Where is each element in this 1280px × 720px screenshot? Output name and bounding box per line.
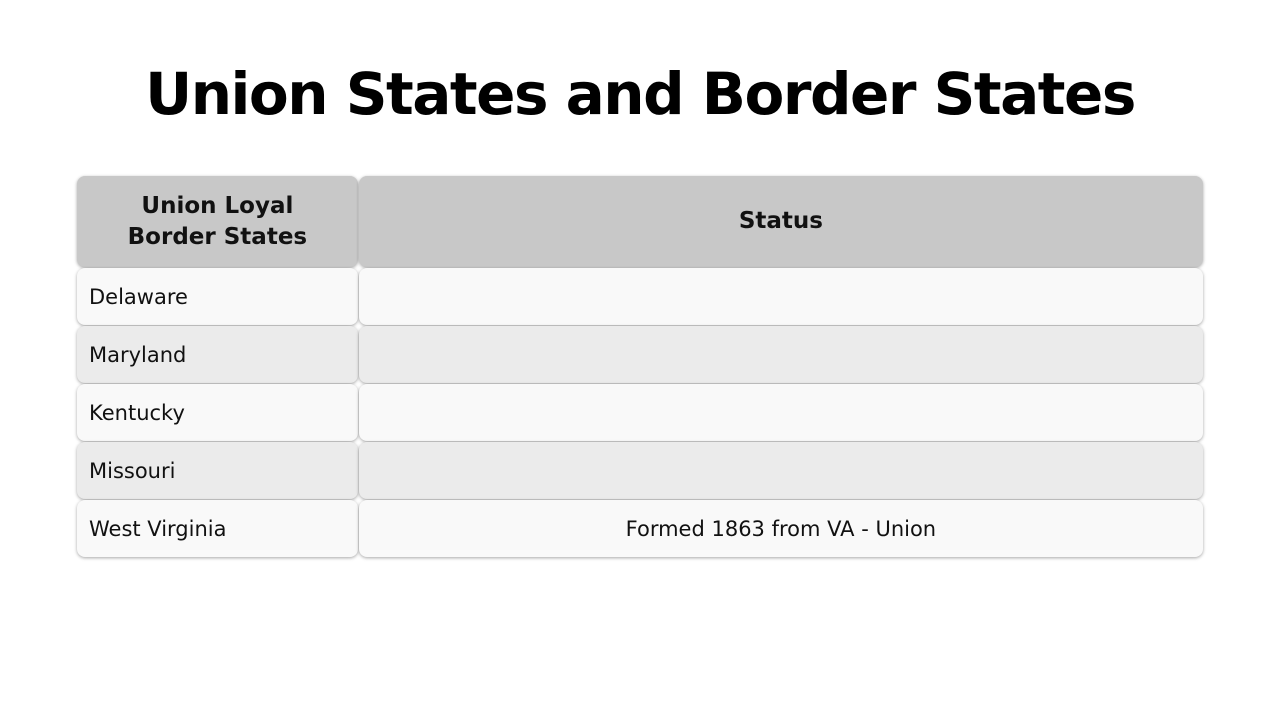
table-cell bbox=[358, 268, 1203, 325]
table: Union Loyal Border States Status Delaware M… bbox=[77, 176, 1204, 558]
table-cell: Maryland bbox=[77, 326, 358, 383]
header-row: Union Loyal Border States Status bbox=[77, 176, 1204, 268]
table-cell: Kentucky bbox=[77, 384, 358, 441]
table-row: West Virginia Formed 1863 from VA - Union bbox=[77, 500, 1204, 558]
table-row: Maryland bbox=[77, 326, 1204, 384]
table-cell bbox=[358, 442, 1203, 499]
header-cell: Union Loyal Border States bbox=[77, 176, 358, 267]
table-cell: Formed 1863 from VA - Union bbox=[358, 500, 1203, 557]
table-cell: Missouri bbox=[77, 442, 358, 499]
slide-title: Union States and Border States bbox=[145, 60, 1136, 128]
table-cell: West Virginia bbox=[77, 500, 358, 557]
header-cell: Status bbox=[358, 176, 1203, 267]
table-row: Missouri bbox=[77, 442, 1204, 500]
table-cell bbox=[358, 384, 1203, 441]
table-cell bbox=[358, 326, 1203, 383]
table-row: Kentucky bbox=[77, 384, 1204, 442]
table-cell: Delaware bbox=[77, 268, 358, 325]
table-row: Delaware bbox=[77, 268, 1204, 326]
